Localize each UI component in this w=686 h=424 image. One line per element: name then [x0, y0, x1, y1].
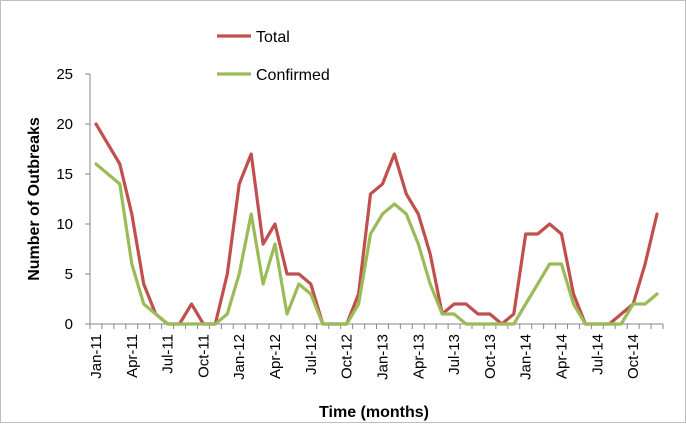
x-tick-label: Jul-11: [160, 334, 177, 374]
x-tick-label: Jul-12: [303, 334, 320, 375]
y-tick-label: 20: [56, 116, 73, 133]
x-tick-label: Apr-12: [267, 334, 284, 379]
series-line-confirmed: [94, 162, 659, 326]
x-tick-label: Jan-13: [374, 334, 391, 380]
y-axis-ticks: 0 5 10 15 20 25: [56, 66, 90, 333]
legend-label-total: Total: [256, 29, 290, 46]
y-tick-label: 15: [56, 166, 73, 183]
x-tick-label: Jan-14: [518, 334, 535, 380]
legend-label-confirmed: Confirmed: [256, 67, 330, 84]
y-tick-label: 10: [56, 216, 73, 233]
series-lines: [94, 122, 659, 326]
x-tick-label: Oct-11: [195, 334, 212, 378]
y-tick-label: 5: [65, 266, 73, 283]
x-tick-label: Oct-13: [482, 334, 499, 379]
x-tick-label: Apr-11: [124, 334, 141, 378]
x-tick-label: Oct-14: [625, 334, 642, 379]
x-axis-ticks: Jan-11 Apr-11 Jul-11 Oct-11 Jan-12 Apr-12 Jul-…: [88, 324, 664, 380]
y-tick-label: 25: [56, 66, 73, 83]
y-tick-label: 0: [65, 316, 73, 333]
x-tick-label: Jul-13: [446, 334, 463, 375]
legend: Total Confirmed: [217, 29, 330, 84]
series-line-total: [94, 122, 659, 326]
x-tick-label: Oct-12: [339, 334, 356, 379]
x-tick-label: Apr-13: [410, 334, 427, 379]
y-axis-title: Number of Outbreaks: [26, 117, 43, 281]
x-axis-title: Time (months): [319, 404, 429, 421]
axes: [89, 74, 663, 325]
x-tick-label: Jul-14: [589, 334, 606, 375]
x-tick-label: Apr-14: [554, 334, 571, 379]
x-tick-label: Jan-11: [88, 334, 105, 379]
x-tick-label: Jan-12: [231, 334, 248, 380]
